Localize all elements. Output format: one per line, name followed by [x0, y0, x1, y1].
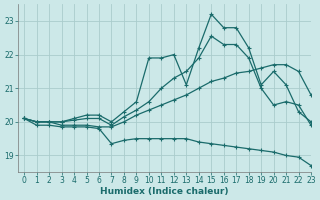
X-axis label: Humidex (Indice chaleur): Humidex (Indice chaleur) — [100, 187, 229, 196]
